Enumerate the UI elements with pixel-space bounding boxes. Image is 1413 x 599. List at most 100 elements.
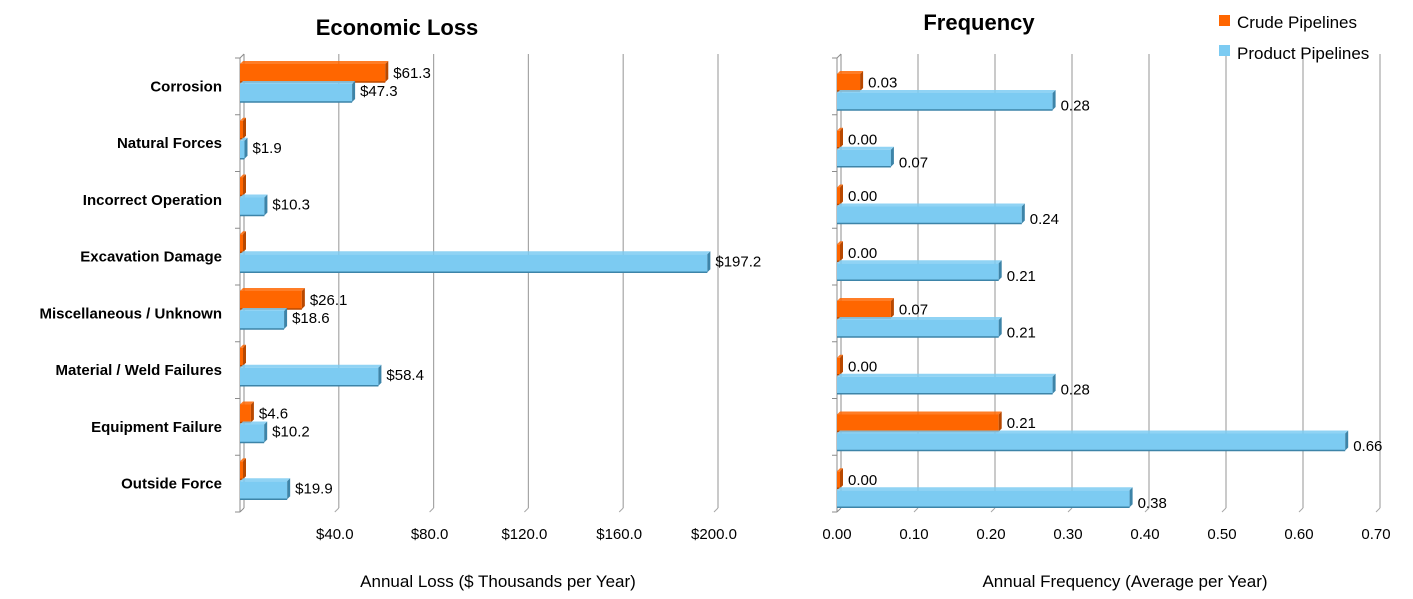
bar-top-product-pipelines-corrosion bbox=[240, 81, 356, 84]
gridline-floor bbox=[713, 507, 719, 513]
bar-product-pipelines-equipment-failure bbox=[837, 433, 1346, 451]
value-label-product-pipelines-corrosion: 0.28 bbox=[1061, 98, 1090, 115]
category-label-incorrect-operation: Incorrect Operation bbox=[83, 192, 222, 209]
bar-side-crude-pipelines-excavation-damage bbox=[243, 231, 246, 253]
value-label-product-pipelines-outside-force: $19.9 bbox=[295, 480, 333, 497]
bar-top-crude-pipelines-equipment-failure bbox=[240, 401, 254, 405]
bar-top-product-pipelines-excavation-damage bbox=[837, 260, 1002, 264]
value-label-crude-pipelines-miscellaneous-unknown: $26.1 bbox=[310, 292, 348, 309]
bar-product-pipelines-outside-force bbox=[240, 481, 288, 500]
gridline-floor bbox=[1221, 507, 1227, 513]
value-label-product-pipelines-equipment-failure: 0.66 bbox=[1353, 438, 1382, 455]
economic-loss-x-axis-title: Annual Loss ($ Thousands per Year) bbox=[360, 572, 636, 591]
bar-side-crude-pipelines-material-weld-failures bbox=[840, 354, 843, 375]
bar-side-product-pipelines-natural-forces bbox=[890, 146, 894, 167]
bar-product-pipelines-corrosion bbox=[240, 84, 353, 102]
bar-top-crude-pipelines-natural-forces bbox=[240, 117, 246, 121]
bar-top-product-pipelines-outside-force bbox=[837, 487, 1133, 491]
bar-product-pipelines-natural-forces bbox=[837, 149, 891, 167]
bar-crude-pipelines-material-weld-failures bbox=[240, 347, 243, 366]
bar-top-crude-pipelines-natural-forces bbox=[837, 127, 843, 131]
x-tick-label: $40.0 bbox=[316, 526, 354, 543]
bar-side-product-pipelines-incorrect-operation bbox=[1021, 203, 1025, 224]
bar-top-product-pipelines-miscellaneous-unknown bbox=[240, 308, 288, 311]
bar-side-crude-pipelines-corrosion bbox=[385, 61, 389, 82]
bar-top-crude-pipelines-incorrect-operation bbox=[240, 174, 246, 178]
bar-top-crude-pipelines-miscellaneous-unknown bbox=[837, 298, 894, 301]
bar-top-crude-pipelines-incorrect-operation bbox=[837, 184, 843, 188]
bar-top-crude-pipelines-miscellaneous-unknown bbox=[240, 288, 305, 291]
bar-crude-pipelines-equipment-failure bbox=[837, 414, 999, 432]
bar-crude-pipelines-miscellaneous-unknown bbox=[240, 291, 302, 309]
bar-top-crude-pipelines-excavation-damage bbox=[240, 231, 246, 235]
bar-top-product-pipelines-excavation-damage bbox=[240, 251, 711, 255]
value-label-product-pipelines-corrosion: $47.3 bbox=[360, 83, 398, 100]
x-tick-label: 0.50 bbox=[1207, 526, 1236, 543]
bar-side-product-pipelines-miscellaneous-unknown bbox=[284, 308, 288, 329]
bar-product-pipelines-incorrect-operation bbox=[240, 197, 265, 216]
economic-loss-title: Economic Loss bbox=[316, 15, 479, 40]
value-label-crude-pipelines-natural-forces: 0.00 bbox=[848, 131, 877, 148]
bar-crude-pipelines-miscellaneous-unknown bbox=[837, 301, 891, 318]
gridline-floor bbox=[334, 507, 340, 513]
x-tick-label: $200.0 bbox=[691, 526, 737, 543]
bar-crude-pipelines-corrosion bbox=[837, 74, 861, 91]
value-label-product-pipelines-material-weld-failures: $58.4 bbox=[386, 367, 424, 384]
bar-side-crude-pipelines-outside-force bbox=[243, 458, 246, 480]
value-label-product-pipelines-material-weld-failures: 0.28 bbox=[1061, 381, 1090, 398]
bar-side-product-pipelines-outside-force bbox=[287, 478, 291, 500]
legend-swatch-product bbox=[1219, 45, 1230, 56]
bar-side-product-pipelines-corrosion bbox=[1052, 90, 1056, 110]
value-label-product-pipelines-natural-forces: $1.9 bbox=[253, 140, 282, 157]
bar-crude-pipelines-outside-force bbox=[837, 471, 840, 489]
frequency-title: Frequency bbox=[923, 10, 1035, 35]
value-label-product-pipelines-excavation-damage: 0.21 bbox=[1007, 268, 1036, 285]
economic-loss-value-labels: $61.3$47.3 $1.9 $10.3 $197.2 $26.1$18.6 $58.4… bbox=[253, 65, 762, 497]
frequency-bars bbox=[837, 71, 1349, 508]
bar-crude-pipelines-incorrect-operation bbox=[240, 177, 243, 196]
category-label-material-weld-failures: Material / Weld Failures bbox=[56, 362, 222, 379]
x-tick-label: 0.10 bbox=[899, 526, 928, 543]
value-label-product-pipelines-outside-force: 0.38 bbox=[1138, 495, 1167, 512]
value-label-product-pipelines-incorrect-operation: $10.3 bbox=[272, 197, 310, 214]
bar-side-crude-pipelines-miscellaneous-unknown bbox=[301, 288, 305, 309]
bar-side-product-pipelines-outside-force bbox=[1129, 487, 1133, 508]
value-label-crude-pipelines-incorrect-operation: 0.00 bbox=[848, 188, 877, 205]
value-label-product-pipelines-equipment-failure: $10.2 bbox=[272, 424, 310, 441]
category-label-outside-force: Outside Force bbox=[121, 476, 222, 493]
axis-corner-bottom bbox=[239, 507, 245, 513]
x-tick-label: $80.0 bbox=[411, 526, 449, 543]
bar-product-pipelines-excavation-damage bbox=[837, 263, 999, 281]
bar-product-pipelines-miscellaneous-unknown bbox=[837, 320, 999, 337]
bar-crude-pipelines-outside-force bbox=[240, 461, 243, 480]
bar-crude-pipelines-natural-forces bbox=[240, 120, 243, 139]
bar-side-crude-pipelines-equipment-failure bbox=[250, 401, 254, 423]
value-label-product-pipelines-excavation-damage: $197.2 bbox=[715, 253, 761, 270]
bar-product-pipelines-material-weld-failures bbox=[240, 367, 379, 386]
economic-loss-chart: Economic Loss Corrosion Natural Forces Inc… bbox=[39, 15, 761, 591]
value-label-crude-pipelines-excavation-damage: 0.00 bbox=[848, 245, 877, 262]
bar-product-pipelines-miscellaneous-unknown bbox=[240, 311, 285, 329]
bar-top-product-pipelines-equipment-failure bbox=[837, 430, 1349, 434]
bar-crude-pipelines-corrosion bbox=[240, 64, 386, 82]
bar-top-crude-pipelines-outside-force bbox=[837, 468, 843, 472]
bar-top-product-pipelines-material-weld-failures bbox=[837, 373, 1056, 377]
value-label-product-pipelines-miscellaneous-unknown: $18.6 bbox=[292, 310, 330, 327]
bar-side-crude-pipelines-incorrect-operation bbox=[840, 184, 843, 205]
economic-loss-tick-labels: $40.0 $80.0 $120.0 $160.0 $200.0 bbox=[316, 526, 737, 543]
value-label-crude-pipelines-equipment-failure: 0.21 bbox=[1007, 415, 1036, 432]
bar-product-pipelines-incorrect-operation bbox=[837, 206, 1022, 224]
bar-top-crude-pipelines-corrosion bbox=[837, 71, 864, 74]
bar-top-crude-pipelines-material-weld-failures bbox=[240, 344, 246, 348]
bar-side-crude-pipelines-excavation-damage bbox=[840, 241, 843, 262]
value-label-product-pipelines-incorrect-operation: 0.24 bbox=[1030, 211, 1059, 228]
bar-product-pipelines-equipment-failure bbox=[240, 424, 265, 443]
gridline-floor bbox=[1144, 507, 1150, 513]
value-label-product-pipelines-natural-forces: 0.07 bbox=[899, 154, 928, 171]
bar-product-pipelines-material-weld-failures bbox=[837, 376, 1053, 394]
gridline-floor bbox=[524, 507, 529, 513]
x-tick-label: 0.70 bbox=[1361, 526, 1390, 543]
bar-side-crude-pipelines-natural-forces bbox=[243, 117, 246, 139]
bar-top-product-pipelines-incorrect-operation bbox=[837, 203, 1025, 207]
